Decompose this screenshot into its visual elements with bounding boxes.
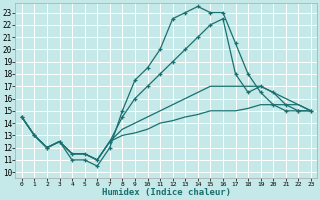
X-axis label: Humidex (Indice chaleur): Humidex (Indice chaleur) (102, 188, 231, 197)
